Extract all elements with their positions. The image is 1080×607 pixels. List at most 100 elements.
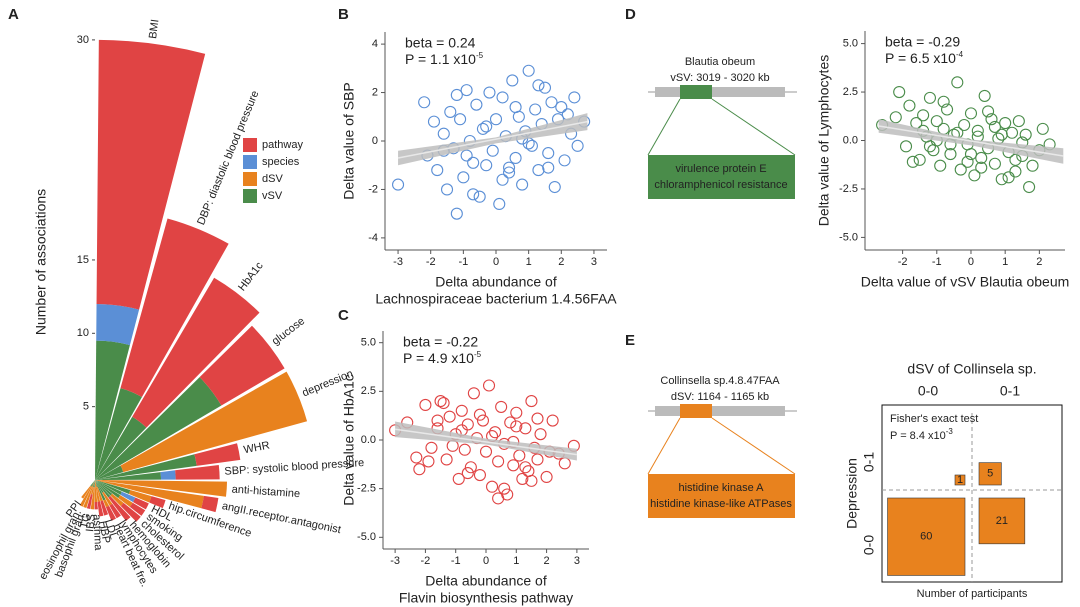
point	[531, 412, 544, 425]
point	[489, 426, 502, 439]
point	[941, 103, 954, 116]
point	[503, 161, 516, 174]
bar-segment	[95, 480, 113, 496]
point	[516, 178, 529, 191]
gene-name: chloramphenicol resistance	[654, 179, 787, 191]
bar-segment	[83, 480, 95, 509]
y-axis-title: Depression	[844, 458, 860, 529]
region: vSV: 3019 - 3020 kb	[670, 72, 769, 84]
point	[1023, 180, 1036, 194]
point	[480, 120, 493, 133]
point	[452, 472, 465, 485]
bar-segment	[128, 490, 152, 503]
x-axis-title: Delta value of vSV Blautia obeum	[861, 274, 1070, 290]
point	[985, 113, 998, 126]
bar-segment	[95, 465, 124, 480]
bar-segment	[81, 485, 92, 499]
x-tick-label: -2	[426, 256, 436, 268]
category-label: BMI	[147, 19, 161, 40]
panel-label: A	[8, 6, 19, 23]
y-axis-title: Delta value of SBP	[341, 82, 357, 200]
fit-line	[397, 120, 588, 159]
x-tick-label: -2	[898, 256, 908, 268]
bar-segment	[94, 501, 98, 510]
count-square	[978, 497, 1026, 545]
category-label: asthma	[91, 514, 105, 551]
point	[548, 180, 561, 194]
point	[467, 156, 480, 169]
point	[422, 455, 435, 468]
x-tick-label: -3	[390, 555, 400, 567]
point	[476, 414, 490, 427]
bar-segment	[95, 340, 130, 480]
point	[510, 406, 523, 419]
point	[961, 155, 974, 168]
point	[454, 113, 467, 126]
point	[1009, 153, 1022, 166]
y-tick-label: 4	[372, 38, 378, 50]
point	[1026, 159, 1039, 172]
bar-segment	[95, 454, 197, 480]
point	[496, 173, 509, 186]
bar-segment	[95, 480, 131, 495]
mosaic-title: dSV of Collinsela sp.	[907, 361, 1036, 377]
x-tick-label: 2	[1036, 256, 1042, 268]
point	[1012, 115, 1025, 128]
count-label: 21	[996, 515, 1008, 527]
y-axis-title: Delta value of Lymphocytes	[816, 55, 832, 226]
column-label: 0-0	[918, 383, 938, 399]
point	[964, 107, 978, 120]
legend-swatch	[243, 172, 257, 186]
point	[496, 91, 509, 104]
bar-segment	[194, 443, 241, 466]
point	[509, 101, 522, 114]
point	[443, 410, 456, 423]
bar-segment	[96, 303, 140, 346]
x-tick-label: 3	[591, 256, 597, 268]
point	[467, 188, 480, 201]
point	[889, 111, 902, 124]
y-tick-label: -5.0	[839, 231, 858, 243]
bar-segment	[109, 503, 121, 519]
bar-segment	[95, 472, 162, 480]
point	[545, 96, 558, 109]
panel-label: D	[625, 6, 636, 23]
legend-swatch	[243, 155, 257, 169]
point	[431, 164, 444, 177]
point	[495, 400, 508, 413]
point	[525, 139, 538, 152]
category-label: glucose	[270, 315, 307, 348]
point	[944, 148, 957, 161]
point	[558, 154, 571, 167]
p-value-exponent: -3	[946, 427, 954, 436]
bar-segment	[93, 480, 95, 488]
point	[427, 115, 441, 128]
legend-label: pathway	[262, 139, 303, 151]
p-value-text: P = 6.5 x10	[885, 50, 956, 66]
point	[542, 161, 555, 174]
bar-segment	[133, 497, 149, 510]
point	[425, 441, 438, 454]
point	[982, 105, 995, 118]
bar-segment	[96, 486, 103, 502]
bar-segment	[102, 491, 113, 506]
point	[413, 463, 426, 476]
y-tick-label: 0.0	[361, 434, 376, 446]
x-tick-label: -1	[932, 256, 942, 268]
beta: beta = -0.29	[885, 34, 960, 50]
point	[486, 144, 499, 157]
zoom-line	[647, 417, 681, 475]
point	[534, 428, 547, 441]
y-tick-label: 0	[372, 135, 378, 147]
x-tick-label: 0	[968, 256, 974, 268]
x-axis-title: Flavin biosynthesis pathway	[399, 590, 573, 606]
point	[483, 86, 496, 99]
y-tick-label: 5.0	[361, 337, 376, 349]
x-tick-label: -2	[421, 555, 431, 567]
row-label: 0-1	[861, 452, 877, 472]
y-tick-label: -2.5	[357, 483, 376, 495]
point	[434, 395, 447, 408]
genome-bar	[655, 406, 785, 416]
point	[513, 449, 526, 462]
